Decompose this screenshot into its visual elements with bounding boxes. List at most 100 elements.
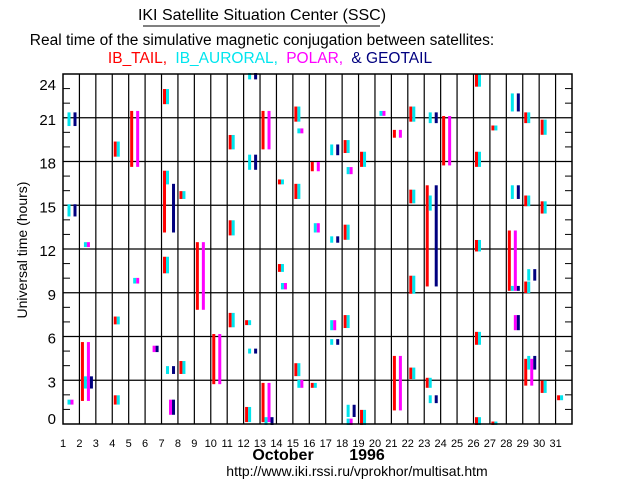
bar-ib-tail: [212, 334, 216, 385]
bar-ib-tail: [409, 106, 413, 122]
conjugation-event: [428, 395, 438, 404]
conjugation-event: [360, 409, 367, 425]
conjugation-event: [409, 367, 416, 380]
bar-ib-tail: [474, 74, 478, 87]
y-axis-label: Universal time (hours): [14, 182, 30, 319]
bar-ib-auroral: [527, 269, 531, 281]
conjugation-event: [330, 320, 337, 331]
bar-polar: [152, 345, 156, 353]
bar-ib-tail: [277, 264, 281, 272]
conjugation-event: [442, 116, 452, 166]
conjugation-event: [169, 399, 176, 415]
bar-ib-auroral: [510, 185, 514, 199]
bar-ib-auroral: [330, 320, 334, 331]
conjugation-event: [330, 144, 340, 156]
bar-ib-auroral: [412, 367, 416, 380]
bar-ib-tail: [524, 195, 528, 207]
legend-ib-auroral: IB_AURORAL,: [175, 50, 278, 67]
bar-ib-auroral: [543, 119, 547, 135]
bar-geotail: [434, 112, 438, 124]
legend-line: IB_TAIL, IB_AURORAL, POLAR, & GEOTAIL: [108, 50, 433, 67]
bar-ib-tail: [409, 367, 413, 380]
x-tick-label: 19: [352, 438, 364, 450]
conjugation-event: [277, 179, 284, 185]
conjugation-event: [152, 345, 159, 353]
conjugation-event: [540, 201, 547, 214]
conjugation-event: [80, 342, 93, 401]
bar-ib-auroral: [297, 379, 301, 388]
x-tick-label: 31: [549, 438, 561, 450]
bar-ib-auroral: [428, 395, 432, 404]
bar-ib-tail: [491, 125, 495, 131]
x-tick-label: 3: [93, 438, 99, 450]
bar-geotail: [533, 355, 537, 370]
conjugation-event: [527, 269, 537, 281]
bar-ib-tail: [392, 129, 396, 138]
bar-ib-auroral: [346, 167, 350, 175]
bar-geotail: [155, 345, 159, 353]
x-tick-label: 5: [126, 438, 132, 450]
bar-polar: [86, 342, 90, 401]
conjugation-event: [524, 355, 537, 386]
conjugation-event: [343, 140, 350, 154]
bar-ib-auroral: [346, 315, 350, 329]
x-tick-label: 6: [142, 438, 148, 450]
bar-ib-auroral: [297, 128, 301, 134]
bar-ib-tail: [294, 363, 298, 377]
bar-geotail: [516, 315, 520, 331]
bar-ib-tail: [474, 417, 478, 425]
x-tick-label: 13: [254, 438, 266, 450]
bar-ib-auroral: [248, 406, 252, 423]
bar-ib-tail: [113, 316, 117, 325]
bar-polar: [382, 110, 386, 116]
bar-ib-auroral: [363, 151, 367, 167]
bar-ib-tail: [507, 230, 511, 291]
bar-geotail: [254, 73, 258, 80]
bar-ib-auroral: [346, 140, 350, 154]
bar-polar: [300, 379, 304, 388]
conjugation-event: [261, 110, 271, 150]
conjugation-event: [343, 315, 350, 329]
conjugation-event: [313, 223, 320, 233]
bar-geotail: [352, 404, 356, 417]
conjugation-event: [346, 167, 353, 175]
y-tick-label: 24: [39, 77, 56, 94]
bar-geotail: [172, 399, 176, 415]
conjugation-event: [245, 320, 252, 326]
bar-ib-auroral: [412, 275, 416, 294]
bar-ib-auroral: [527, 195, 531, 207]
bar-ib-auroral: [428, 112, 432, 124]
conjugation-event: [163, 256, 170, 274]
bar-ib-auroral: [297, 183, 301, 199]
conjugation-event: [212, 334, 222, 385]
bar-polar: [530, 358, 534, 386]
bar-ib-tail: [524, 112, 528, 124]
bar-ib-auroral: [477, 417, 481, 425]
x-axis-month: October: [252, 447, 313, 464]
bar-ib-auroral: [182, 361, 186, 374]
conjugation-event: [409, 275, 416, 294]
bar-polar: [267, 382, 271, 423]
conjugation-event: [540, 380, 547, 393]
conjugation-event: [163, 183, 176, 233]
x-tick-label: 7: [158, 438, 164, 450]
conjugation-event: [474, 417, 481, 425]
bar-geotail: [73, 204, 77, 217]
bar-ib-auroral: [527, 355, 531, 370]
conjugation-event: [540, 119, 547, 135]
x-tick-label: 11: [221, 438, 232, 450]
bar-ib-tail: [228, 134, 232, 150]
conjugation-event: [294, 106, 301, 122]
conjugation-event: [513, 315, 520, 331]
source-url: http://www.iki.rssi.ru/vprokhor/multisat…: [226, 463, 487, 479]
bar-polar: [86, 242, 90, 248]
bar-ib-auroral: [67, 204, 71, 217]
bar-ib-tail: [163, 183, 167, 233]
bar-geotail: [73, 112, 77, 127]
bar-ib-tail: [540, 380, 544, 393]
bar-ib-tail: [409, 189, 413, 204]
legend-polar: POLAR,: [286, 50, 343, 67]
bar-ib-auroral: [543, 201, 547, 214]
conjugation-event: [310, 161, 320, 172]
bar-ib-auroral: [116, 141, 120, 157]
